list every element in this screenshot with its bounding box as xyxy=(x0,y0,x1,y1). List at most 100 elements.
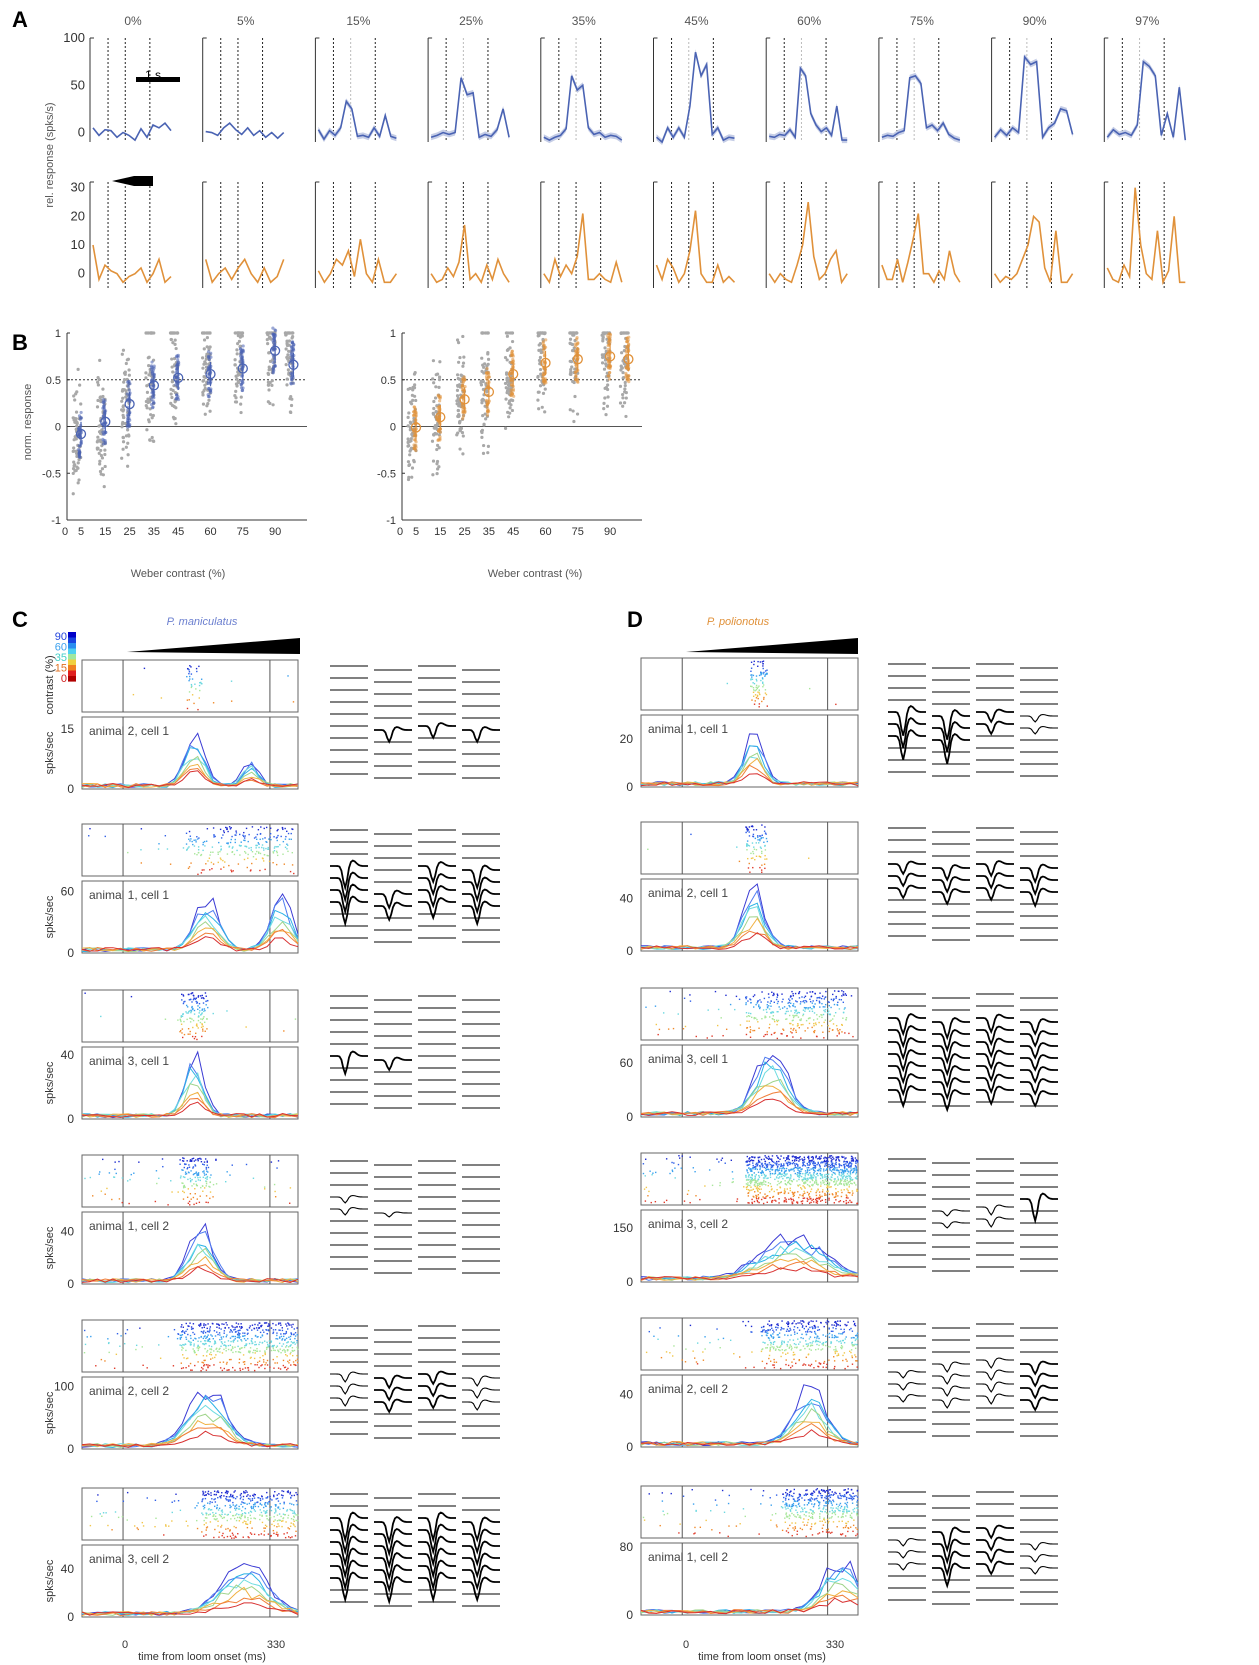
raster-spike xyxy=(194,1035,197,1038)
raster-spike xyxy=(184,1000,186,1003)
b-colored-point xyxy=(271,332,276,336)
psth-ytick-max: 40 xyxy=(620,892,634,906)
raster-spike xyxy=(819,992,821,994)
raster-spike xyxy=(192,843,194,846)
raster-spike xyxy=(187,1171,190,1173)
raster-spike xyxy=(285,1353,287,1356)
raster-spike xyxy=(655,1023,658,1026)
response-trace-bottom-97pct xyxy=(1106,187,1186,286)
raster-spike xyxy=(845,1199,847,1202)
raster-spike xyxy=(185,1330,187,1333)
b-individual-point xyxy=(121,396,125,400)
raster-spike xyxy=(202,1362,205,1364)
b-individual-point xyxy=(622,331,626,335)
raster-spike xyxy=(193,1343,195,1345)
waveform-trace xyxy=(888,872,927,888)
raster-spike xyxy=(246,1526,249,1529)
b-xtick: 35 xyxy=(483,526,495,538)
raster-spike xyxy=(792,1024,794,1026)
raster-spike xyxy=(182,995,185,997)
raster-spike xyxy=(802,1023,804,1026)
raster-spike xyxy=(804,1192,806,1194)
b-xtick: 75 xyxy=(237,526,249,538)
b-mean-marker xyxy=(410,422,422,433)
raster-spike xyxy=(249,1347,252,1349)
raster-spike xyxy=(182,1169,184,1171)
raster-spike xyxy=(234,1331,237,1333)
raster-spike xyxy=(802,1173,804,1175)
raster-spike xyxy=(195,1159,197,1161)
psth-trace xyxy=(640,757,859,786)
b-individual-point xyxy=(431,359,436,363)
raster-spike xyxy=(194,1364,196,1367)
raster-spike xyxy=(778,1006,780,1008)
raster-spike xyxy=(826,1012,829,1014)
raster-spike xyxy=(220,1345,222,1347)
raster-spike xyxy=(789,1006,791,1008)
panel-a: 0% 5% 15% 25% 35% 45% 60% 75% 90% 97%100500302010… xyxy=(63,14,1187,288)
raster-spike xyxy=(275,1509,277,1512)
b-individual-point xyxy=(235,384,239,388)
raster-spike xyxy=(211,1335,213,1337)
raster-spike xyxy=(813,1005,815,1008)
b-colored-point xyxy=(414,443,418,447)
b-individual-point xyxy=(537,343,541,347)
raster-spike xyxy=(230,1537,233,1539)
raster-spike xyxy=(774,1162,776,1164)
b-colored-point xyxy=(207,372,211,377)
b-individual-point xyxy=(233,363,237,367)
raster-spike xyxy=(133,1525,136,1527)
raster-spike xyxy=(810,1008,813,1010)
raster-spike xyxy=(197,1502,199,1504)
raster-spike xyxy=(785,1010,788,1013)
raster-spike xyxy=(207,860,209,862)
raster-spike xyxy=(187,1028,190,1030)
b-individual-point xyxy=(146,400,150,405)
b-individual-point xyxy=(127,373,131,377)
raster-spike xyxy=(221,1513,223,1516)
b-individual-point xyxy=(236,342,240,346)
raster-spike xyxy=(288,838,291,840)
raster-spike xyxy=(814,1003,816,1005)
raster-spike xyxy=(181,1160,184,1162)
raster-spike xyxy=(289,870,292,873)
raster-spike xyxy=(758,1004,760,1006)
raster-spike xyxy=(212,863,215,865)
b-individual-point xyxy=(145,390,150,394)
raster-spike xyxy=(196,1347,198,1349)
raster-spike xyxy=(291,1326,293,1328)
raster-spike xyxy=(234,1346,236,1348)
raster-spike xyxy=(108,1351,110,1354)
raster-spike xyxy=(233,853,236,856)
raster-spike xyxy=(827,1024,829,1027)
raster-spike xyxy=(259,1499,262,1502)
raster-spike xyxy=(203,1323,205,1325)
raster-spike xyxy=(275,1498,277,1500)
raster-spike xyxy=(280,1351,282,1354)
b-xtick: 75 xyxy=(572,526,584,538)
raster-spike xyxy=(187,867,190,870)
raster-spike xyxy=(189,1160,191,1162)
b-individual-point xyxy=(457,414,461,418)
b-colored-point xyxy=(78,450,82,455)
b-individual-point xyxy=(431,411,435,415)
raster-spike xyxy=(207,1006,209,1009)
b-individual-point xyxy=(603,396,607,400)
raster-spike xyxy=(154,1499,157,1502)
raster-spike xyxy=(209,1330,211,1332)
raster-spike xyxy=(182,1343,184,1346)
raster-spike xyxy=(760,837,763,839)
waveform-trace xyxy=(374,1211,413,1218)
raster-spike xyxy=(806,992,808,994)
b-individual-point xyxy=(97,424,101,428)
raster-spike xyxy=(283,1533,285,1535)
b-mean-marker xyxy=(288,359,299,370)
raster-spike xyxy=(226,1519,229,1522)
raster-spike xyxy=(193,839,195,841)
raster-spike xyxy=(97,1494,99,1496)
raster-spike xyxy=(192,1339,194,1341)
raster-spike xyxy=(262,1359,265,1361)
raster-spike xyxy=(255,1343,257,1346)
b-individual-point xyxy=(76,367,80,372)
